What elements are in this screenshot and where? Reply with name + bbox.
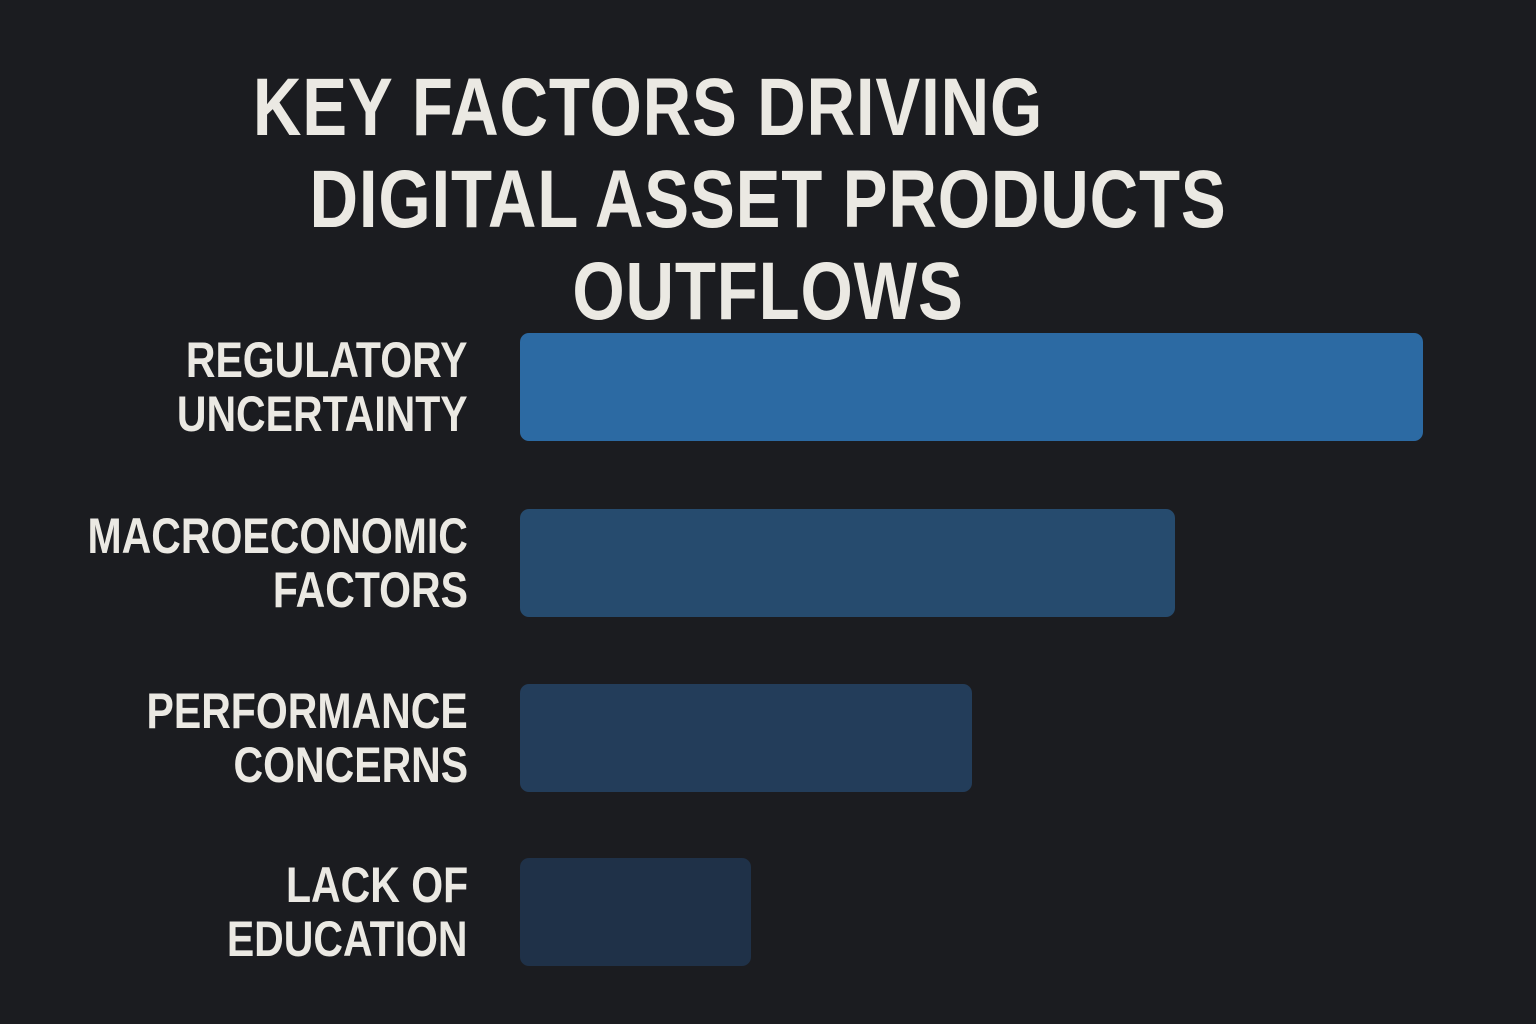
bar <box>520 333 1423 441</box>
bar <box>520 509 1175 617</box>
chart-title: KEY FACTORS DRIVING DIGITAL ASSET PRODUC… <box>0 62 1536 338</box>
bar <box>520 858 752 966</box>
bar-row-macroeconomic-factors: MACROECONOMIC FACTORS <box>0 509 1536 617</box>
bar <box>520 684 972 792</box>
chart-title-line2: DIGITAL ASSET PRODUCTS OUTFLOWS <box>309 154 1227 337</box>
bar-row-regulatory-uncertainty: REGULATORY UNCERTAINTY <box>0 333 1536 441</box>
bar-row-lack-of-education: LACK OF EDUCATION <box>0 858 1536 966</box>
bar-label: MACROECONOMIC FACTORS <box>87 508 468 618</box>
bar-label: PERFORMANCE CONCERNS <box>146 683 468 793</box>
chart-title-line1: KEY FACTORS DRIVING <box>252 62 1044 153</box>
bar-label: LACK OF EDUCATION <box>227 857 468 967</box>
bar-row-performance-concerns: PERFORMANCE CONCERNS <box>0 684 1536 792</box>
bar-label: REGULATORY UNCERTAINTY <box>177 332 468 442</box>
